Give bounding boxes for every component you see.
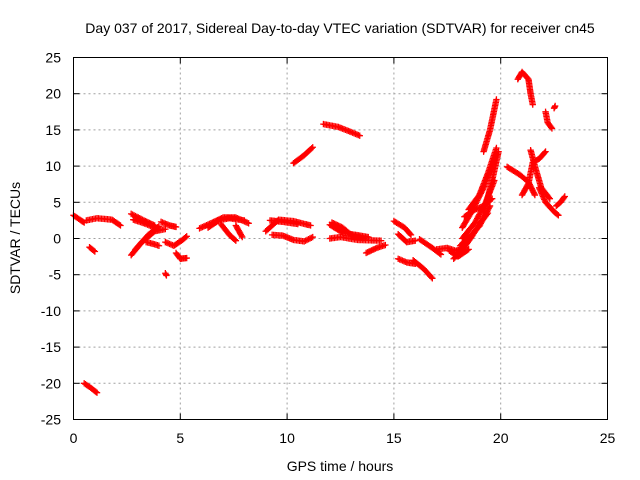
data-point: [377, 237, 385, 244]
data-point: [465, 246, 472, 253]
data-point: [547, 124, 555, 131]
y-tick-labels: 25 20 15 10 5 0 -5 -10 -15 -20 -25: [41, 50, 61, 428]
y-tick-label: 10: [45, 158, 61, 174]
x-tick-labels: 0 5 10 15 20 25: [70, 430, 616, 446]
data-point: [524, 181, 531, 188]
data-point: [127, 210, 135, 218]
data-point: [495, 148, 502, 155]
data-point: [183, 233, 190, 240]
data-point: [155, 242, 163, 249]
data-point: [555, 212, 562, 219]
data-point: [306, 235, 314, 242]
y-tick-label: -10: [41, 303, 61, 319]
x-axis-label: GPS time / hours: [287, 458, 394, 474]
data-point: [91, 248, 99, 255]
data-point: [554, 211, 561, 218]
y-tick-label: 0: [53, 231, 61, 247]
data-point: [548, 125, 556, 132]
data-point: [529, 101, 536, 108]
data-point: [541, 149, 548, 156]
data-point: [163, 272, 170, 279]
data-point: [560, 194, 568, 201]
y-tick-label: -25: [41, 412, 61, 428]
data-point: [551, 102, 559, 110]
data-point: [90, 247, 97, 254]
data-point: [546, 195, 554, 202]
data-point: [238, 232, 245, 239]
data-point: [155, 222, 163, 230]
data-point: [407, 231, 415, 239]
data-point: [308, 145, 315, 152]
data-point: [382, 241, 389, 249]
data-point: [129, 211, 136, 218]
data-point: [183, 254, 190, 262]
data-point: [116, 221, 123, 228]
data-point: [303, 236, 311, 244]
data-point: [308, 234, 315, 241]
data-point: [561, 193, 568, 200]
y-tick-label: -20: [41, 375, 61, 391]
data-point: [531, 191, 539, 199]
data-point: [93, 389, 101, 396]
y-tick-label: 15: [45, 122, 61, 138]
data-point: [133, 213, 141, 220]
x-tick-label: 10: [279, 430, 295, 446]
data-point: [542, 148, 549, 155]
data-point: [429, 275, 436, 282]
data-point: [406, 230, 414, 238]
data-point: [117, 222, 124, 229]
y-tick-label: 20: [45, 86, 61, 102]
y-tick-label: 5: [53, 194, 61, 210]
data-point: [232, 237, 240, 244]
x-tick-label: 0: [70, 430, 78, 446]
x-tick-label: 25: [600, 430, 616, 446]
data-point: [130, 212, 138, 219]
data-point: [162, 225, 169, 233]
x-tick-label: 15: [386, 430, 402, 446]
x-tick-label: 20: [493, 430, 509, 446]
data-point: [154, 223, 161, 231]
data-point: [493, 96, 500, 103]
data-point: [132, 212, 139, 220]
data-point: [294, 220, 301, 228]
data-point: [356, 132, 363, 139]
y-tick-label: -15: [41, 339, 61, 355]
data-point: [305, 236, 312, 243]
data-point: [245, 220, 252, 227]
data-point: [92, 388, 100, 396]
data-point: [241, 217, 248, 224]
plot-frame: [73, 57, 608, 420]
data-point: [182, 234, 189, 241]
grid-lines: [73, 57, 608, 420]
chart-title: Day 037 of 2017, Sidereal Day-to-day VTE…: [85, 20, 595, 36]
data-point: [302, 237, 309, 244]
x-tick-label: 5: [176, 430, 184, 446]
data-point: [79, 218, 87, 226]
y-tick-label: -5: [49, 267, 62, 283]
data-point: [309, 144, 316, 151]
data-marks: [70, 68, 568, 396]
data-point: [307, 222, 314, 229]
data-point: [172, 223, 180, 231]
data-point: [428, 273, 435, 281]
data-point: [493, 144, 500, 152]
data-point: [239, 233, 246, 241]
y-axis-label: SDTVAR / TECUs: [7, 182, 23, 294]
data-point: [437, 251, 445, 258]
y-tick-label: 25: [45, 50, 61, 66]
data-point: [309, 233, 316, 241]
data-point: [300, 238, 308, 245]
data-point: [412, 237, 419, 244]
data-point: [231, 236, 238, 243]
data-point: [464, 246, 471, 254]
